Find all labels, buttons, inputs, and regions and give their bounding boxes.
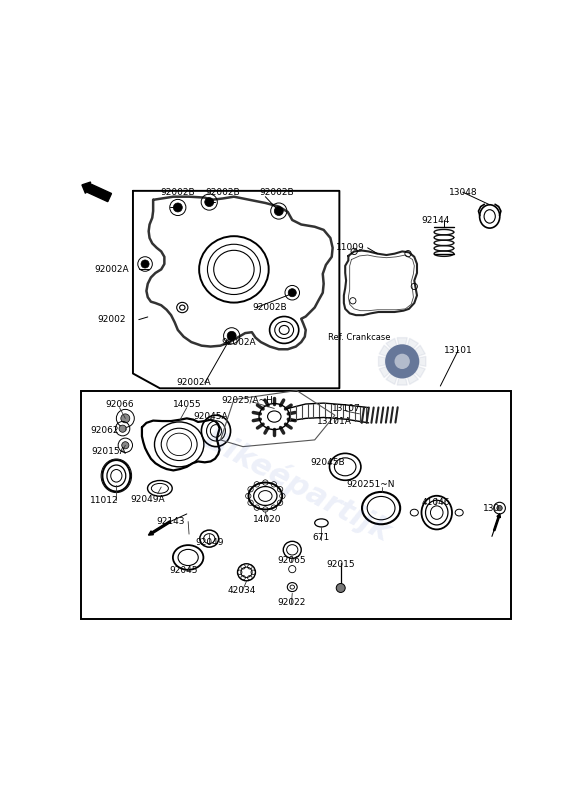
Text: Bikeépartijk: Bikeépartijk	[198, 422, 395, 547]
Text: 92015A: 92015A	[91, 446, 126, 456]
Text: 92015: 92015	[327, 560, 355, 569]
Text: 92045: 92045	[170, 566, 198, 574]
Circle shape	[336, 583, 345, 593]
Text: 14020: 14020	[254, 515, 282, 524]
Polygon shape	[419, 356, 426, 366]
Text: 92065: 92065	[277, 556, 306, 565]
Text: 92002A: 92002A	[176, 378, 211, 387]
Circle shape	[173, 203, 182, 212]
Polygon shape	[397, 338, 407, 345]
Text: 92002A: 92002A	[221, 338, 256, 347]
Polygon shape	[415, 345, 425, 356]
Text: 92143: 92143	[157, 517, 185, 526]
Circle shape	[205, 198, 214, 206]
Text: 92049A: 92049A	[130, 494, 165, 504]
Text: 41046: 41046	[422, 498, 450, 507]
Text: 13048: 13048	[449, 188, 477, 197]
Text: 92002A: 92002A	[94, 265, 129, 274]
Circle shape	[385, 344, 419, 378]
FancyArrow shape	[148, 521, 171, 535]
Circle shape	[497, 506, 502, 510]
Text: 671: 671	[313, 534, 330, 542]
Polygon shape	[415, 366, 425, 378]
Text: 92002B: 92002B	[206, 188, 240, 197]
Text: 92144: 92144	[422, 215, 450, 225]
Circle shape	[121, 414, 130, 423]
Text: 92002B: 92002B	[160, 188, 195, 197]
Text: 92002B: 92002B	[259, 188, 294, 197]
Circle shape	[385, 344, 419, 378]
Polygon shape	[379, 345, 390, 356]
Bar	[81, 391, 511, 619]
Text: Ref. Crankcase: Ref. Crankcase	[328, 333, 391, 342]
Text: 92062: 92062	[90, 426, 119, 434]
Text: 14055: 14055	[173, 400, 201, 410]
FancyArrow shape	[82, 182, 112, 202]
Polygon shape	[379, 356, 386, 366]
Text: 92002B: 92002B	[252, 303, 287, 312]
Text: 92045B: 92045B	[311, 458, 346, 467]
Text: 13101: 13101	[444, 346, 472, 354]
Circle shape	[122, 442, 129, 449]
Text: 92066: 92066	[105, 400, 134, 410]
Text: 92002: 92002	[98, 315, 126, 324]
Text: 920251~N: 920251~N	[346, 480, 395, 490]
Text: 92025/A~H: 92025/A~H	[221, 395, 273, 404]
Circle shape	[141, 260, 149, 268]
Text: 13101A: 13101A	[317, 417, 352, 426]
Text: 92022: 92022	[277, 598, 306, 607]
Circle shape	[274, 206, 283, 215]
FancyArrow shape	[493, 514, 500, 530]
Polygon shape	[397, 378, 407, 385]
Polygon shape	[408, 374, 419, 385]
Circle shape	[227, 331, 236, 340]
Circle shape	[119, 425, 126, 432]
Text: 130: 130	[483, 504, 501, 513]
Text: 42034: 42034	[228, 586, 256, 594]
Text: 92049: 92049	[195, 538, 223, 546]
Text: 11012: 11012	[90, 496, 119, 505]
Polygon shape	[386, 338, 397, 349]
Text: 13107: 13107	[332, 404, 361, 413]
Polygon shape	[379, 366, 390, 378]
Text: 11009: 11009	[336, 243, 365, 252]
Polygon shape	[386, 374, 397, 385]
Text: 92045A: 92045A	[193, 412, 228, 421]
Circle shape	[394, 354, 410, 369]
Polygon shape	[408, 338, 419, 349]
Circle shape	[288, 289, 296, 297]
